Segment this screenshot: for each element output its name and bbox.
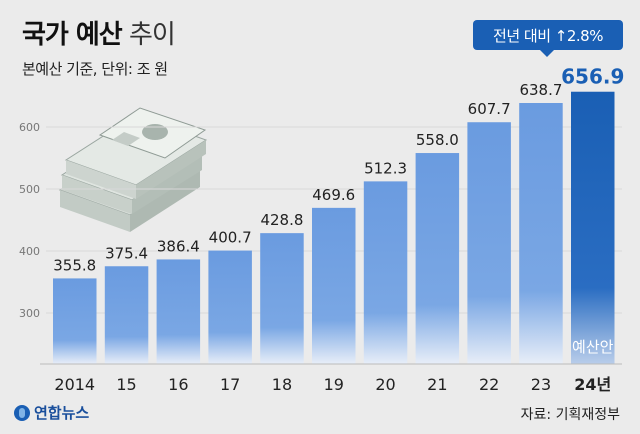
bar-22: [467, 122, 511, 364]
chart-subtitle: 본예산 기준, 단위: 조 원: [22, 60, 168, 78]
value-labels: 355.8 375.4 386.4 400.7 428.8 469.6 512.3 558.0…: [53, 65, 624, 356]
value-label: 638.7: [519, 81, 562, 99]
value-label: 355.8: [53, 256, 96, 274]
bar-2014: [53, 278, 97, 364]
value-label: 469.6: [312, 186, 355, 204]
money-stack-icon: [58, 107, 208, 232]
y-tick-label: 600: [19, 121, 40, 134]
value-label: 400.7: [209, 229, 252, 247]
x-tick-label: 20: [375, 375, 395, 394]
bar-23: [519, 103, 563, 365]
bar-24년: [571, 91, 615, 365]
bars: [53, 91, 615, 365]
y-tick-label: 500: [19, 183, 40, 196]
value-label: 558.0: [416, 131, 459, 149]
y-tick-label: 300: [19, 307, 40, 320]
x-tick-label: 23: [531, 375, 551, 394]
budget-plan-label: 예산안: [572, 338, 614, 356]
x-tick-label: 24년: [574, 375, 611, 394]
logo-text: 연합뉴스: [34, 404, 90, 422]
yonhap-logo: 연합뉴스: [14, 402, 89, 423]
bar-20: [363, 181, 408, 364]
x-tick-label: 2014: [54, 375, 95, 394]
x-tick-label: 22: [479, 375, 499, 394]
bar-19: [312, 207, 356, 364]
x-tick-label: 21: [427, 375, 447, 394]
bar-15: [104, 266, 149, 364]
bar-18: [260, 233, 304, 364]
x-tick-label: 16: [168, 375, 188, 394]
value-label: 512.3: [364, 159, 407, 177]
x-tick-label: 15: [116, 375, 136, 394]
chart-title: 국가 예산 추이: [22, 14, 176, 51]
bar-16: [156, 259, 201, 364]
value-label: 656.9: [561, 65, 624, 89]
x-tick-label: 17: [220, 375, 240, 394]
value-label: 428.8: [260, 211, 303, 229]
x-tick-label: 18: [272, 375, 292, 394]
title-sub: 추이: [129, 20, 176, 50]
value-label: 386.4: [157, 237, 200, 255]
value-label: 375.4: [105, 244, 148, 262]
change-badge: 전년 대비 ↑2.8%: [473, 20, 623, 57]
value-label: 607.7: [468, 100, 511, 118]
y-tick-label: 400: [19, 245, 40, 258]
bar-21: [415, 153, 460, 364]
title-main: 국가 예산: [22, 20, 123, 50]
source-note: 자료: 기획재정부: [520, 407, 620, 423]
bar-17: [208, 250, 252, 364]
x-axis-labels: 2014 15 16 17 18 19 20 21 22 23 24년: [54, 375, 611, 394]
logo-icon: [14, 404, 30, 421]
x-tick-label: 19: [324, 375, 344, 394]
